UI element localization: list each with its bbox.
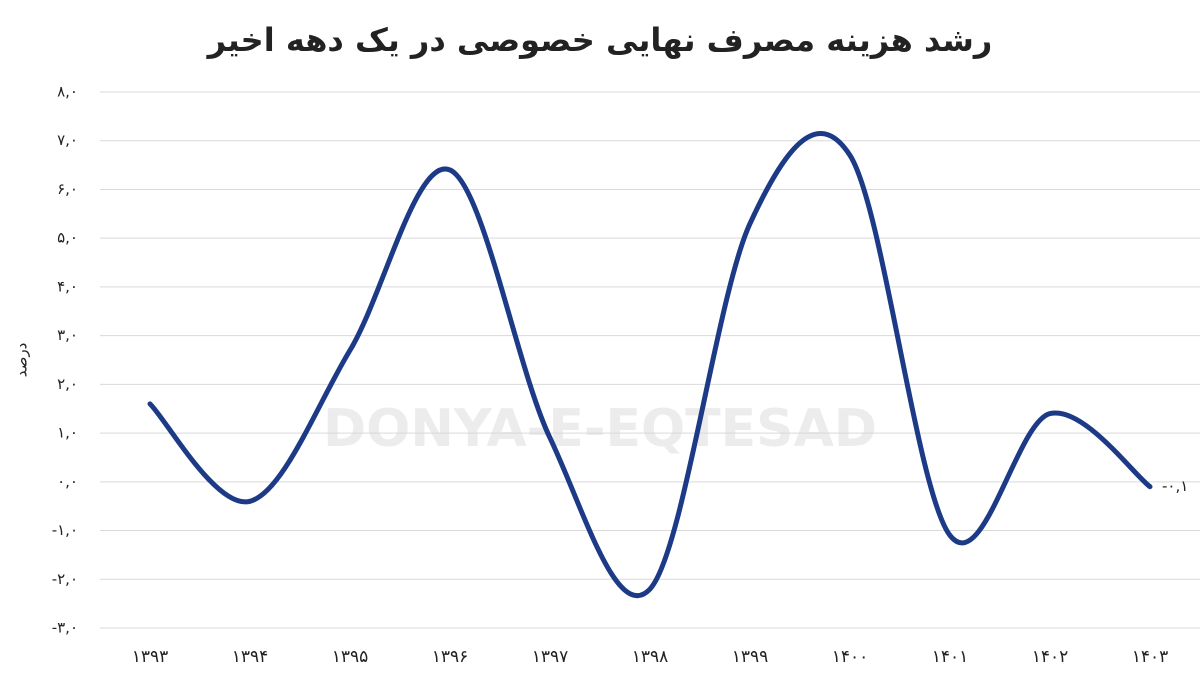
y-tick-label: -۲,۰ xyxy=(52,570,78,588)
y-tick-label: ۰,۰ xyxy=(57,472,78,490)
y-tick-label: ۵,۰ xyxy=(57,229,78,247)
data-label: -۰,۱ xyxy=(1162,477,1188,495)
x-tick-label: ۱۴۰۱ xyxy=(932,647,969,667)
x-tick-label: ۱۳۹۴ xyxy=(232,647,269,667)
line xyxy=(147,131,1153,599)
y-tick-label: ۳,۰ xyxy=(57,326,78,344)
x-tick-label: ۱۳۹۸ xyxy=(632,647,669,667)
x-tick-label: ۱۴۰۳ xyxy=(1132,647,1169,667)
y-tick-label: ۱,۰ xyxy=(57,424,78,442)
watermark: DONYA-E-EQTESAD xyxy=(323,399,877,459)
x-tick-label: ۱۴۰۰ xyxy=(832,647,869,667)
x-tick-label: ۱۳۹۶ xyxy=(432,647,469,667)
y-tick-label: ۴,۰ xyxy=(57,277,78,295)
y-tick-label: ۸,۰ xyxy=(57,83,78,101)
chart-title: رشد هزینه مصرف نهایی خصوصی در یک دهه اخی… xyxy=(206,21,993,59)
x-tick-label: ۱۳۹۷ xyxy=(532,647,569,667)
y-tick-label: -۱,۰ xyxy=(52,521,78,539)
x-tick-label: ۱۴۰۲ xyxy=(1032,647,1069,667)
y-tick-label: -۳,۰ xyxy=(52,619,78,637)
y-tick-label: ۷,۰ xyxy=(57,131,78,149)
x-tick-label: ۱۳۹۹ xyxy=(732,647,769,667)
x-tick-label: ۱۳۹۳ xyxy=(132,647,169,667)
y-tick-label: ۶,۰ xyxy=(57,180,78,198)
y-tick-label: ۲,۰ xyxy=(57,375,78,393)
y-axis-label: درصد xyxy=(13,343,31,378)
x-tick-label: ۱۳۹۵ xyxy=(332,647,369,667)
